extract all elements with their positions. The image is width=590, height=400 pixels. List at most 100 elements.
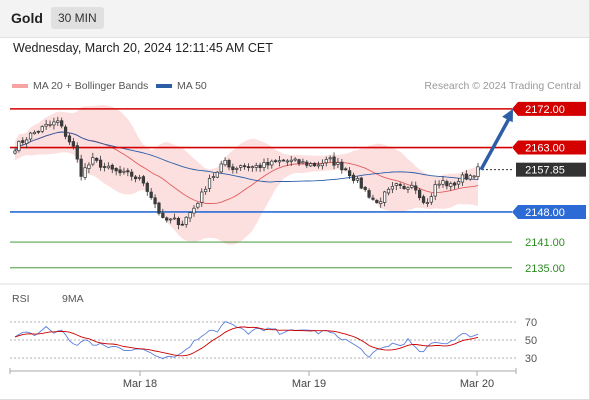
candle-body [28, 132, 33, 140]
candle-body [200, 191, 204, 203]
candle-body [83, 167, 87, 178]
candle-body [176, 217, 181, 226]
candle-body [367, 190, 371, 198]
level-label-2141.00: 2141.00 [525, 237, 565, 249]
candle-body [227, 159, 231, 168]
candle-body [13, 150, 17, 154]
candle-body [242, 165, 247, 168]
candle-body [118, 169, 122, 174]
candle-body [71, 141, 75, 147]
candle-body [52, 121, 56, 126]
candle-body [429, 196, 433, 203]
rsi-tick-70: 70 [525, 317, 537, 329]
candle-body [449, 183, 453, 187]
rsi-tick-50: 50 [525, 335, 537, 347]
candle-body [250, 166, 254, 169]
candle-body [184, 216, 188, 225]
candle-body [192, 207, 196, 214]
candle-body [324, 159, 328, 164]
candle-body [114, 168, 118, 172]
candle-body [235, 168, 239, 170]
candle-body [106, 165, 110, 169]
level-label-2163.00: 2163.00 [525, 143, 565, 155]
candle-body [204, 188, 208, 193]
candle-body [270, 160, 274, 166]
bollinger-swatch-icon [12, 84, 28, 89]
candle-body [102, 166, 107, 168]
level-label-2135.00: 2135.00 [525, 263, 565, 275]
candle-body [223, 159, 227, 166]
legend-bollinger: MA 20 + Bollinger Bands [12, 80, 148, 92]
level-label-2148.00: 2148.00 [525, 207, 565, 219]
level-tag-2163.00: 2163.00 [512, 140, 586, 155]
candle-body [386, 188, 391, 194]
candle-body [289, 159, 293, 162]
legend-ma50: MA 50 [156, 80, 207, 92]
rsi-tick-30: 30 [525, 353, 537, 365]
timeframe-button[interactable]: 30 MIN [51, 7, 104, 29]
instrument-title: Gold [11, 10, 43, 26]
candle-body [32, 131, 37, 135]
candle-body [355, 178, 360, 181]
legend-rsi-ma-label: 9MA [62, 293, 84, 305]
candle-body [207, 178, 212, 189]
candle-body [36, 130, 40, 133]
candle-body [410, 184, 414, 188]
candle-body [246, 166, 251, 168]
candle-body [211, 176, 216, 178]
candle-body [95, 157, 99, 161]
candle-body [172, 217, 177, 220]
candle-body [312, 162, 317, 167]
legend-rsi: RSI [12, 293, 30, 305]
date-label-Mar-18: Mar 18 [123, 378, 157, 390]
candle-body [464, 173, 468, 180]
ma50-line [14, 131, 479, 183]
candle-body [48, 123, 52, 126]
credit-text: Research © 2024 Trading Central [424, 80, 581, 92]
candle-body [262, 162, 266, 168]
candle-body [215, 171, 219, 178]
candle-body [149, 191, 153, 198]
candle-body [453, 182, 457, 186]
candle-body [406, 187, 410, 190]
candle-body [375, 199, 379, 204]
candle-body [60, 120, 64, 127]
candle-body [56, 120, 60, 123]
rsi-line [14, 321, 479, 360]
candle-body [476, 166, 480, 177]
level-label-2172.00: 2172.00 [525, 104, 565, 116]
candle-body [153, 197, 157, 205]
candle-body [122, 170, 126, 173]
candle-body [274, 160, 278, 163]
candle-body [180, 223, 184, 226]
candle-body [196, 203, 200, 208]
candle-body [126, 170, 130, 173]
candle-body [472, 175, 476, 178]
candles [13, 116, 480, 230]
candle-body [359, 177, 363, 189]
candle-body [254, 165, 258, 168]
candle-body [75, 145, 79, 160]
level-tag-2148.00: 2148.00 [512, 204, 586, 219]
timestamp: Wednesday, March 20, 2024 12:11:45 AM CE… [13, 41, 273, 55]
candle-body [421, 196, 426, 203]
candle-body [414, 185, 418, 191]
bollinger-band [15, 105, 478, 245]
candle-body [336, 162, 340, 165]
level-label-last: 2157.85 [525, 165, 565, 177]
date-label-Mar-20: Mar 20 [460, 378, 494, 390]
candle-body [398, 183, 402, 186]
candle-body [344, 168, 348, 171]
candle-body [40, 126, 44, 132]
candle-body [231, 166, 235, 171]
level-tag-bg [512, 140, 586, 155]
candle-body [157, 202, 161, 214]
candle-body [332, 156, 336, 166]
projection-arrow-shaft [479, 116, 512, 171]
legend-bollinger-label: MA 20 + Bollinger Bands [33, 80, 149, 92]
candle-body [301, 161, 305, 164]
candle-body [25, 139, 29, 144]
level-tag-bg [512, 204, 586, 219]
level-tag-2172.00: 2172.00 [512, 101, 586, 116]
